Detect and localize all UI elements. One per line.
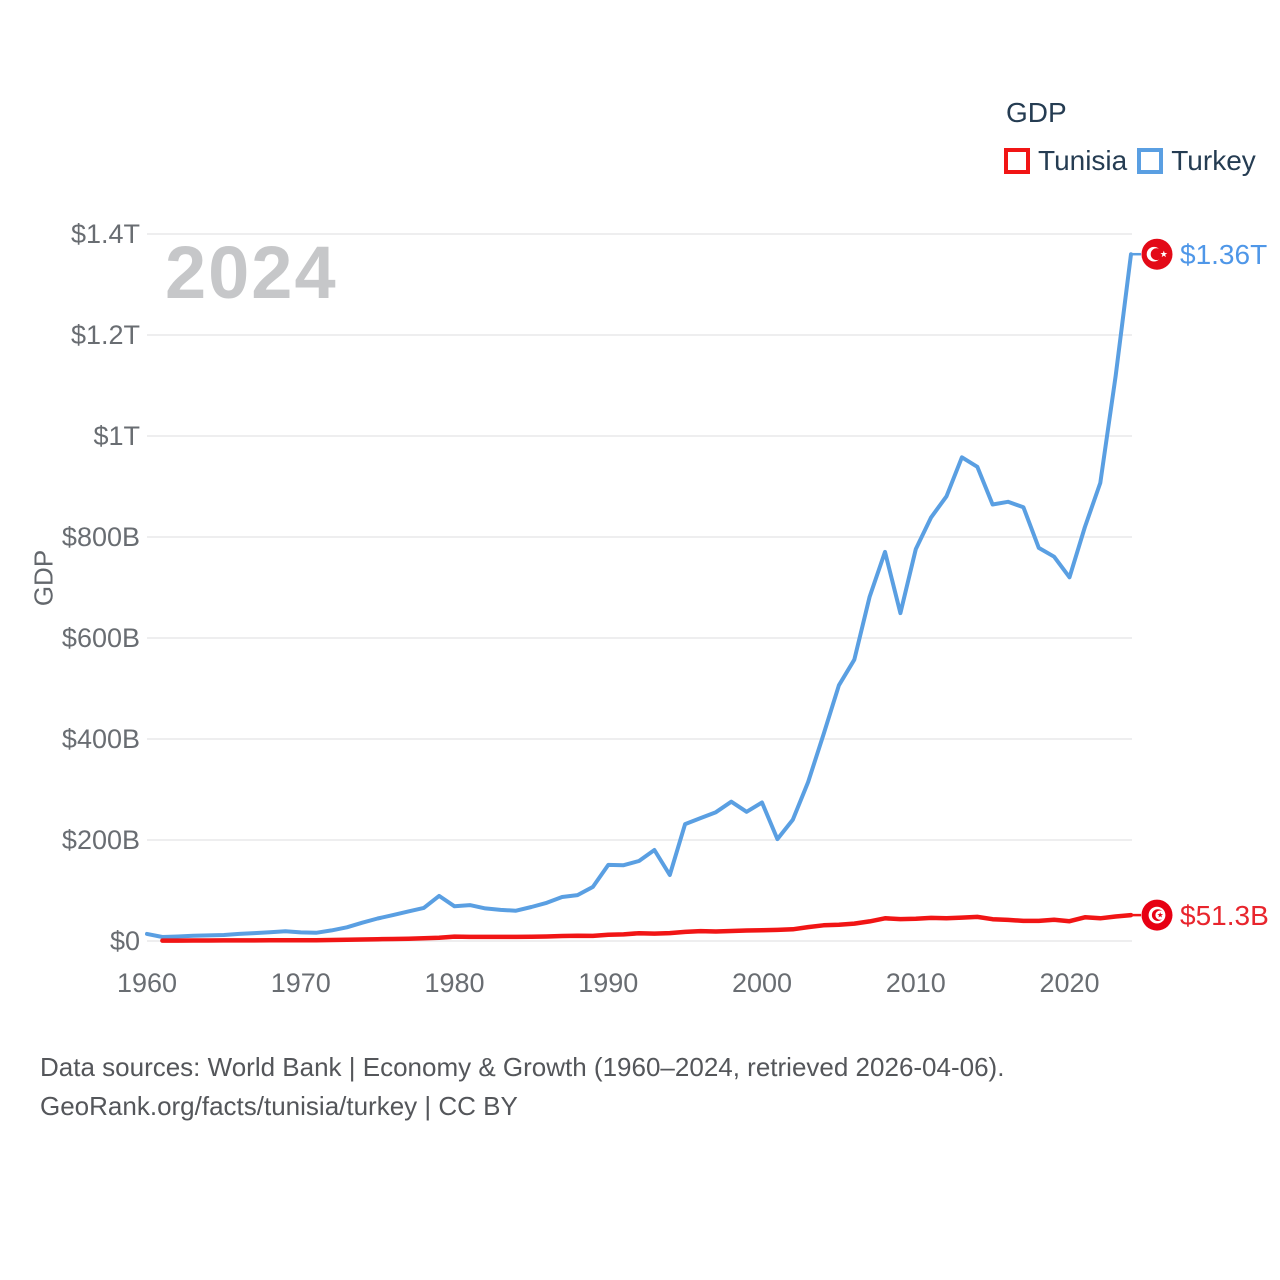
tunisia-flag-icon — [1141, 899, 1173, 931]
y-axis-title: GDP — [28, 549, 59, 607]
legend-items: Tunisia Turkey — [1004, 145, 1256, 177]
y-tick-label: $1T — [93, 421, 140, 451]
legend-label-tunisia: Tunisia — [1038, 145, 1128, 176]
y-tick-label: $200B — [62, 825, 140, 855]
y-tick-label: $1.4T — [71, 219, 140, 249]
y-tick-label: $0 — [110, 926, 140, 956]
attribution-footer: Data sources: World Bank | Economy & Gro… — [40, 1048, 1004, 1126]
x-tick-label: 1960 — [117, 968, 177, 998]
tunisia-swatch-icon — [1004, 148, 1030, 174]
star — [1157, 912, 1164, 918]
data-source-line: Data sources: World Bank | Economy & Gro… — [40, 1052, 1005, 1082]
source-url-line: GeoRank.org/facts/tunisia/turkey | CC BY — [40, 1091, 518, 1121]
legend-label-turkey: Turkey — [1171, 145, 1256, 176]
x-tick-label: 1990 — [578, 968, 638, 998]
crescent-inner — [1150, 248, 1163, 261]
x-tick-label: 2010 — [886, 968, 946, 998]
turkey-swatch-icon — [1137, 148, 1164, 174]
legend-item-tunisia: Tunisia — [1004, 145, 1127, 177]
series-line-tunisia — [160, 912, 1134, 943]
turkey-end-value-label: $1.36T — [1180, 239, 1267, 270]
y-tick-label: $400B — [62, 724, 140, 754]
y-tick-label: $600B — [62, 623, 140, 653]
y-tick-label: $800B — [62, 522, 140, 552]
series-line-turkey — [145, 252, 1133, 939]
y-tick-label: $1.2T — [71, 320, 140, 350]
tunisia-end-value-label: $51.3B — [1180, 900, 1269, 931]
x-tick-label: 2020 — [1039, 968, 1099, 998]
legend-title: GDP — [1006, 97, 1067, 128]
legend-item-turkey: Turkey — [1137, 145, 1256, 177]
x-tick-label: 1970 — [271, 968, 331, 998]
star — [1160, 250, 1168, 258]
chart-legend: GDP Tunisia Turkey — [1004, 97, 1256, 177]
x-tick-label: 1980 — [424, 968, 484, 998]
watermark-year: 2024 — [165, 231, 338, 314]
turkey-flag-icon — [1141, 238, 1173, 270]
x-tick-label: 2000 — [732, 968, 792, 998]
